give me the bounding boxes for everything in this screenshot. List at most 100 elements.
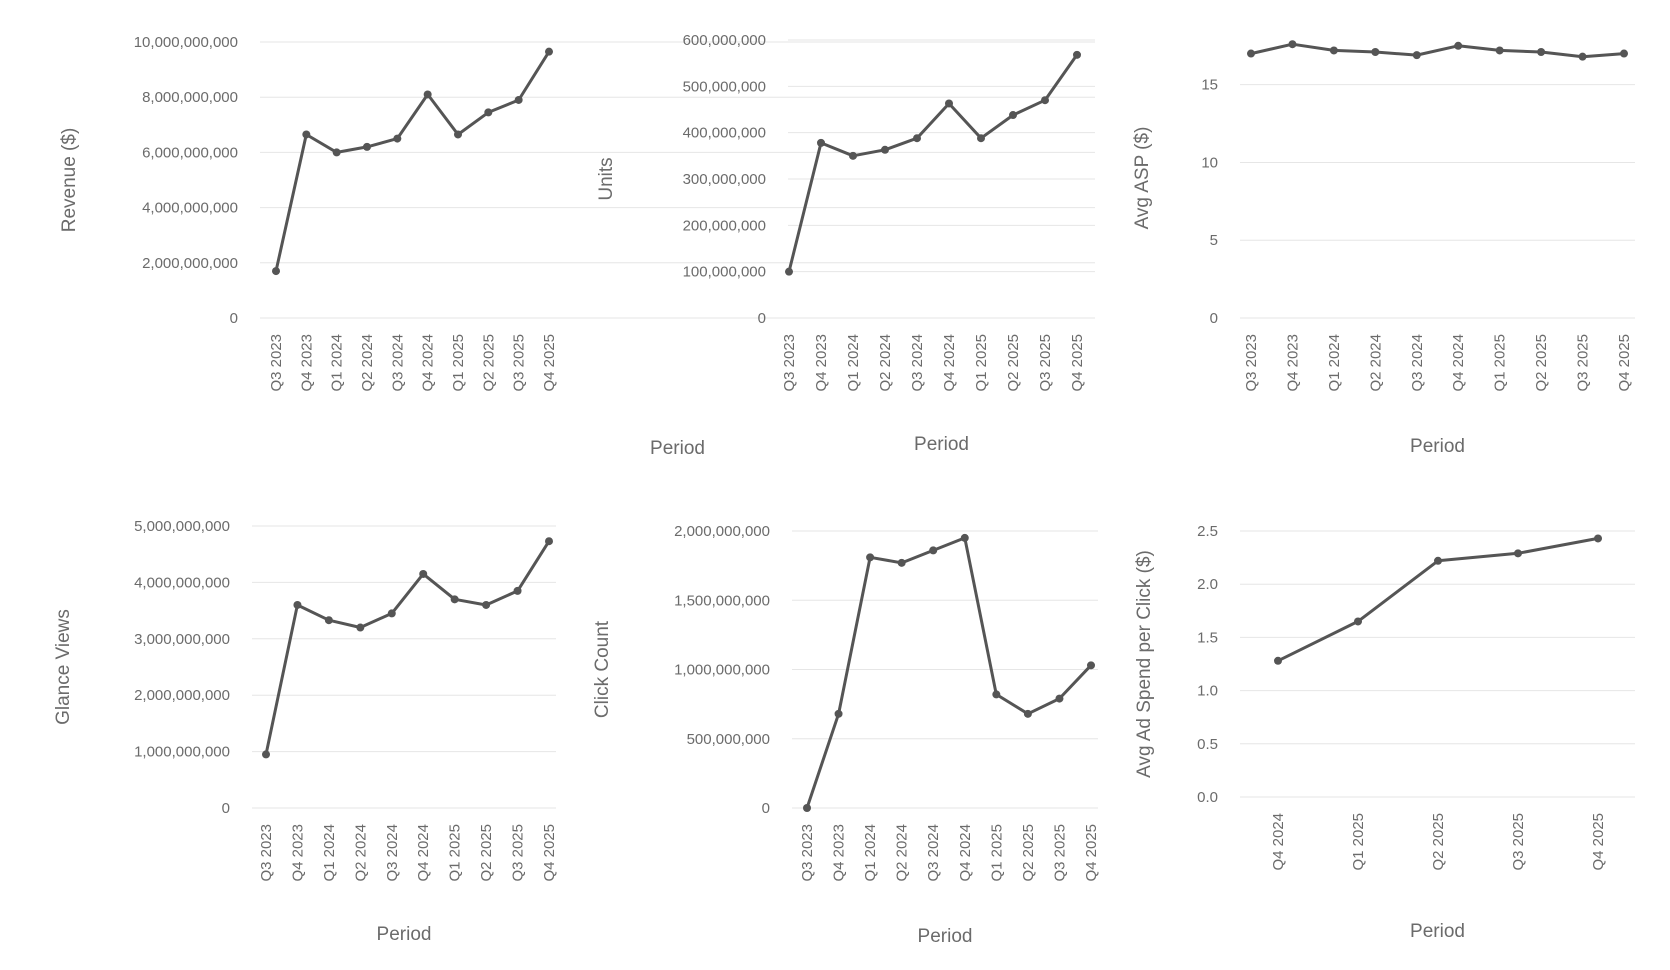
x-tick-label: Q1 2025 <box>988 824 1005 882</box>
x-tick-label: Q4 2024 <box>1270 813 1287 871</box>
x-tick-label: Q3 2025 <box>1575 334 1592 392</box>
x-tick-label: Q3 2024 <box>925 824 942 882</box>
data-point <box>1371 48 1380 56</box>
data-point <box>363 142 371 151</box>
data-point <box>1514 549 1522 558</box>
x-tick-label: Q1 2024 <box>321 824 338 882</box>
y-axis-title: Avg ASP ($) <box>1132 127 1153 230</box>
data-point <box>1354 617 1362 626</box>
x-tick-label: Q2 2025 <box>478 824 495 882</box>
x-tick-label: Q4 2025 <box>541 334 558 392</box>
x-axis-title: Period <box>1410 436 1465 457</box>
y-tick-label: 0 <box>230 310 238 327</box>
chart-panel-1: 0 2,000,000,000 4,000,000,000 6,000,000,000… <box>59 34 1095 459</box>
y-tick-label: 4,000,000,000 <box>134 574 230 591</box>
data-point <box>393 134 402 143</box>
data-point <box>545 47 553 56</box>
data-point <box>514 95 523 104</box>
x-tick-label: Q4 2023 <box>289 824 306 882</box>
x-tick-label: Q2 2024 <box>877 334 894 392</box>
x-tick-label: Q4 2024 <box>1450 334 1467 392</box>
y-tick-label: 100,000,000 <box>683 264 766 281</box>
y-tick-label: 1,000,000,000 <box>134 744 230 761</box>
x-tick-label: Q4 2025 <box>1590 813 1607 871</box>
y-tick-label: 0.5 <box>1197 736 1218 753</box>
x-tick-label: Q3 2023 <box>268 334 285 392</box>
x-tick-label: Q1 2025 <box>973 334 990 392</box>
x-tick-label: Q2 2024 <box>1367 334 1384 392</box>
y-tick-label: 2,000,000,000 <box>674 523 770 540</box>
x-axis-title: Period <box>1410 921 1465 942</box>
x-axis-title: Period <box>377 924 432 945</box>
x-axis-title: Period <box>918 926 973 947</box>
chart-panel-2: 0 100,000,000 200,000,000 300,000,000 400,00… <box>596 32 1095 455</box>
y-tick-label: 500,000,000 <box>683 78 766 95</box>
series-line <box>805 536 1093 809</box>
x-tick-label: Q1 2025 <box>447 824 464 882</box>
data-point <box>387 609 396 618</box>
y-axis-title: Click Count <box>592 620 613 718</box>
chart-panel-4: 0 1,000,000,000 2,000,000,000 3,000,000,000… <box>53 518 558 945</box>
chart-panel-3: 0 5 10 15 Q3 2023 Q4 2023 Q1 2024 Q2 2024 Q3 202… <box>1132 40 1635 457</box>
x-tick-label: Q2 2025 <box>1020 824 1037 882</box>
y-axis-title: Revenue ($) <box>59 128 80 233</box>
x-tick-label: Q4 2024 <box>420 334 437 392</box>
chart-panel-5: 0 500,000,000 1,000,000,000 1,500,000,000 2,… <box>592 523 1100 947</box>
x-tick-label: Q4 2025 <box>1069 334 1086 392</box>
x-tick-label: Q3 2025 <box>1510 813 1527 871</box>
x-tick-label: Q4 2025 <box>1083 824 1100 882</box>
data-point <box>356 623 365 632</box>
data-point <box>324 616 333 625</box>
x-tick-label: Q3 2025 <box>510 824 527 882</box>
data-point <box>1274 656 1282 665</box>
y-tick-label: 400,000,000 <box>683 125 766 142</box>
data-point <box>1288 40 1297 49</box>
data-point <box>817 138 825 147</box>
x-tick-label: Q4 2023 <box>831 824 848 882</box>
x-tick-label: Q1 2025 <box>1350 813 1367 871</box>
x-tick-label: Q4 2023 <box>298 334 315 392</box>
data-point <box>1537 48 1546 56</box>
data-point <box>803 804 811 812</box>
y-tick-label: 0 <box>762 800 770 817</box>
y-tick-label: 3,000,000,000 <box>134 631 230 648</box>
data-point <box>482 600 491 609</box>
data-point <box>992 690 1001 699</box>
x-tick-label: Q2 2025 <box>1430 813 1447 871</box>
data-point <box>1087 661 1095 670</box>
x-tick-label: Q4 2024 <box>415 824 432 882</box>
data-point <box>785 267 793 276</box>
x-tick-label: Q3 2025 <box>511 334 528 392</box>
data-point <box>977 134 985 143</box>
x-tick-label: Q2 2025 <box>480 334 497 392</box>
data-point <box>423 90 432 99</box>
y-tick-label: 0 <box>758 310 766 327</box>
data-point <box>913 134 921 143</box>
y-tick-label: 10 <box>1201 154 1218 171</box>
x-tick-label: Q3 2024 <box>909 334 926 392</box>
x-tick-label: Q2 2024 <box>894 824 911 882</box>
data-point <box>1620 49 1628 58</box>
data-point <box>929 546 938 555</box>
data-point <box>960 533 969 542</box>
series-line <box>1250 42 1625 59</box>
series-line <box>787 53 1079 273</box>
data-point <box>1055 694 1064 703</box>
x-tick-label: Q4 2025 <box>541 824 558 882</box>
x-axis-title: Period <box>650 438 705 459</box>
data-point <box>1247 49 1255 58</box>
y-tick-label: 5,000,000,000 <box>134 518 230 535</box>
x-tick-label: Q2 2025 <box>1005 334 1022 392</box>
x-tick-label: Q4 2024 <box>941 334 958 392</box>
y-axis-title: Avg Ad Spend per Click ($) <box>1134 550 1155 778</box>
x-tick-label: Q4 2025 <box>1616 334 1633 392</box>
x-tick-label: Q1 2024 <box>1326 334 1343 392</box>
y-tick-label: 200,000,000 <box>683 217 766 234</box>
data-point <box>1578 52 1587 61</box>
y-tick-label: 2,000,000,000 <box>134 687 230 704</box>
data-point <box>1454 41 1463 50</box>
y-tick-label: 6,000,000,000 <box>142 144 238 161</box>
x-tick-label: Q3 2025 <box>1037 334 1054 392</box>
